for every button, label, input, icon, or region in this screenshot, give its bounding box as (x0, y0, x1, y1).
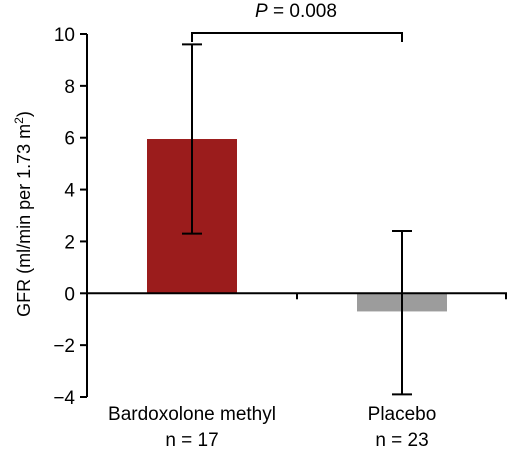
y-axis-title-close: ) (14, 111, 34, 117)
category-n-placebo: n = 23 (375, 430, 428, 451)
significance-label: P = 0.008 (255, 1, 337, 22)
category-label-placebo: Placebo (368, 404, 437, 425)
y-tick-label-3: 2 (64, 232, 75, 253)
y-tick-label-4: 4 (64, 181, 75, 202)
category-label-bardoxolone: Bardoxolone methyl (108, 404, 276, 425)
y-axis-title: GFR (ml/min per 1.73 m2) (12, 111, 34, 317)
p-value-text: = 0.008 (268, 1, 337, 22)
category-n-bardoxolone: n = 17 (165, 430, 218, 451)
y-tick-label-6: 8 (64, 77, 75, 98)
p-symbol: P (255, 1, 268, 22)
y-axis-title-main: GFR (ml/min per 1.73 m (14, 124, 34, 317)
y-tick-label-0: −4 (53, 388, 75, 409)
significance-bracket (191, 32, 403, 42)
y-tick-label-5: 6 (64, 129, 75, 150)
y-tick-label-7: 10 (54, 25, 75, 46)
y-tick-label-2: 0 (64, 284, 75, 305)
y-axis-title-superscript: 2 (12, 117, 26, 124)
y-tick-label-1: −2 (53, 336, 75, 357)
